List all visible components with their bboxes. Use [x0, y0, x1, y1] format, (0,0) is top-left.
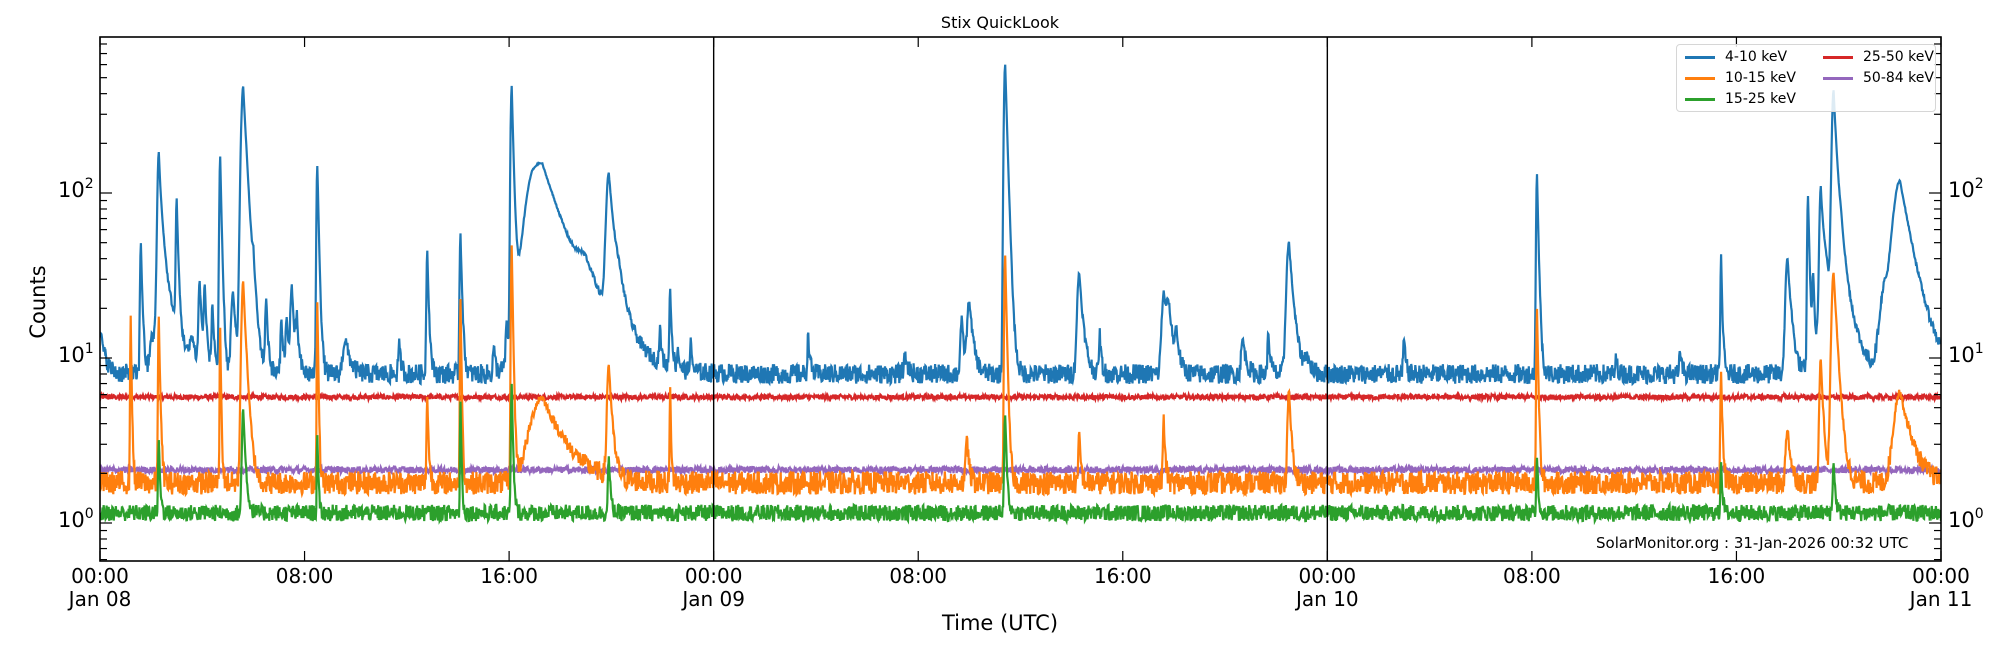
x-tick-label: 16:00 [480, 564, 538, 588]
series-line-25-50-kev [100, 390, 1941, 404]
x-axis-label: Time (UTC) [941, 611, 1059, 635]
legend-label: 10-15 keV [1725, 70, 1796, 86]
y-tick-label-left: 100 [58, 506, 94, 532]
legend-swatch [1685, 97, 1715, 101]
series-line-10-15-kev [100, 245, 1941, 499]
x-tick-label: 08:00 [889, 564, 948, 588]
y-tick-label-right: 101 [1948, 341, 1984, 367]
x-tick-label: 08:00 [275, 564, 334, 588]
y-tick-label-right: 102 [1948, 176, 1984, 202]
series-line-50-84-kev [100, 462, 1941, 478]
plot-frame [99, 36, 1942, 562]
legend-item-50-84kev: 50-84 keV [1823, 68, 1934, 88]
legend-item-10-15kev: 10-15 keV [1685, 68, 1796, 88]
legend-swatch [1823, 76, 1853, 80]
legend-item-25-50kev: 25-50 keV [1823, 47, 1934, 67]
x-tick-label: 00:00 Jan 09 [682, 564, 745, 611]
x-tick-label: 00:00 Jan 11 [1909, 564, 1973, 611]
legend-label: 25-50 keV [1863, 49, 1934, 65]
series-line-15-25-kev [100, 383, 1941, 526]
legend-swatch [1823, 55, 1853, 59]
y-tick-label-left: 101 [58, 341, 94, 367]
x-tick-label: 00:00 Jan 10 [1296, 564, 1359, 611]
legend-label: 15-25 keV [1725, 91, 1796, 107]
y-axis-label: Counts [26, 265, 50, 339]
x-tick-label: 16:00 [1093, 564, 1152, 588]
legend-label: 50-84 keV [1863, 70, 1934, 86]
axes-frame [99, 36, 1942, 562]
y-tick-label-right: 100 [1948, 506, 1984, 532]
y-tick-label-left: 102 [58, 176, 94, 202]
legend-swatch [1685, 76, 1715, 80]
x-tick-label: 08:00 [1503, 564, 1561, 588]
x-tick-label: 16:00 [1707, 564, 1766, 588]
series-line-4-10-kev [100, 64, 1941, 388]
chart-title: Stix QuickLook [940, 13, 1060, 32]
watermark-text: SolarMonitor.org : 31-Jan-2026 00:32 UTC [1596, 534, 1909, 552]
legend: 4-10 keV 10-15 keV 15-25 keV 25-50 keV 5… [1676, 44, 1936, 112]
x-tick-label: 00:00 Jan 08 [68, 564, 132, 611]
legend-item-15-25kev: 15-25 keV [1685, 89, 1796, 109]
legend-item-4-10kev: 4-10 keV [1685, 47, 1787, 67]
legend-label: 4-10 keV [1725, 49, 1788, 65]
legend-swatch [1685, 55, 1715, 59]
series-layer [100, 64, 1941, 526]
